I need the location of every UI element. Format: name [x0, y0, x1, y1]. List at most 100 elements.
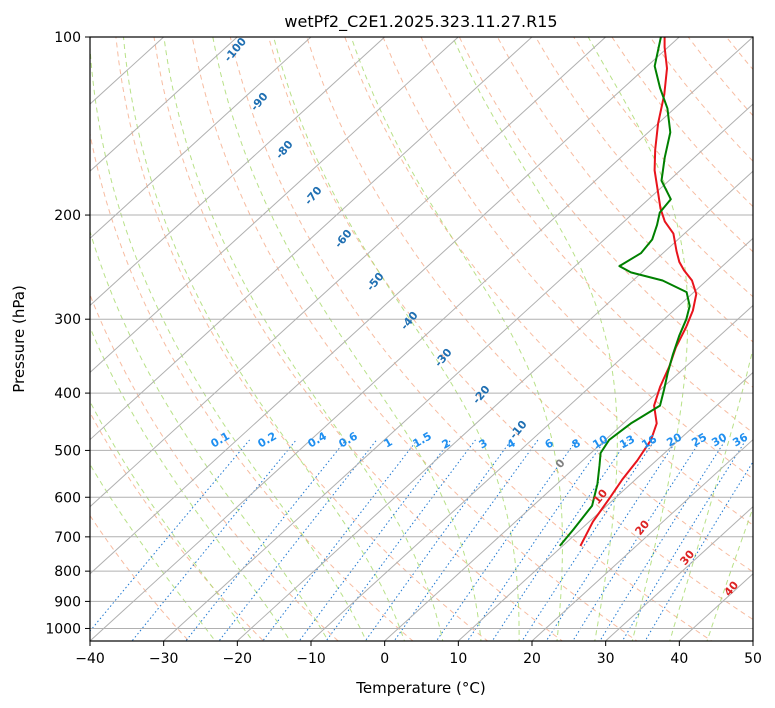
- dry-adiabat: [90, 131, 414, 641]
- y-tick-label: 500: [54, 443, 81, 459]
- dry-adiabat: [458, 37, 753, 388]
- x-tick-label: 50: [744, 651, 762, 667]
- dry-adiabat: [90, 411, 265, 641]
- reference-line-label: 1: [382, 435, 395, 450]
- isotherm: [531, 438, 753, 641]
- moist-adiabat: [123, 37, 406, 641]
- x-tick-label: −30: [149, 651, 179, 667]
- reference-line-label: -70: [302, 184, 325, 208]
- reference-line-label: 0: [553, 456, 568, 470]
- pressure-grid: [90, 37, 753, 629]
- plot-frame: [89, 36, 754, 642]
- dry-adiabat: [268, 37, 753, 621]
- reference-line-label: 0.4: [306, 429, 330, 450]
- y-tick-label: 400: [54, 386, 81, 402]
- dry-adiabat: [382, 37, 753, 480]
- x-tick-label: 10: [449, 651, 467, 667]
- reference-line-label: 13: [617, 433, 637, 452]
- x-tick-label: 40: [670, 651, 688, 667]
- isotherm: [383, 304, 753, 641]
- dry-adiabat: [306, 37, 753, 573]
- isotherm: [90, 37, 238, 172]
- reference-line-label: -60: [332, 227, 355, 251]
- dry-adiabat: [229, 37, 713, 641]
- reference-line-label: -20: [470, 383, 493, 407]
- x-tick-label: −20: [223, 651, 253, 667]
- x-tick-label: 30: [597, 651, 615, 667]
- mixing-ratio-line: [545, 439, 678, 641]
- mixing-ratio-line: [298, 439, 452, 641]
- moist-adiabat: [273, 37, 520, 641]
- y-tick-label: 200: [54, 208, 81, 224]
- y-axis-label: Pressure (hPa): [10, 285, 28, 393]
- dry-adiabat: [115, 37, 489, 641]
- mixing-ratio-line: [262, 439, 418, 641]
- reference-line-label: -90: [248, 90, 271, 114]
- isotherm: [90, 37, 753, 641]
- dewpoint-profile-line: [559, 37, 691, 547]
- y-tick-label: 700: [54, 530, 81, 546]
- moist-adiabat: [90, 463, 216, 641]
- y-tick-label: 300: [54, 312, 81, 328]
- dry-adiabat: [344, 37, 753, 526]
- reference-line-label: 20: [632, 517, 652, 537]
- reference-line-label: 16: [639, 432, 659, 451]
- reference-line-label: -80: [273, 138, 296, 162]
- reference-line-label: 6: [543, 436, 556, 451]
- isotherm: [236, 170, 753, 641]
- dry-adiabat: [765, 37, 775, 653]
- reference-line-label: 25: [689, 431, 709, 450]
- isotherm: [604, 506, 753, 641]
- reference-line-label: 3: [477, 436, 490, 451]
- isotherm: [90, 37, 607, 508]
- reference-line-label: 2: [440, 436, 453, 451]
- x-tick-label: −10: [296, 651, 326, 667]
- dry-adiabat: [726, 37, 753, 71]
- moist-adiabat: [587, 37, 689, 641]
- isotherm: [90, 37, 533, 441]
- mixing-ratio-line: [466, 439, 606, 641]
- reference-line-label: 0.2: [256, 429, 279, 450]
- mixing-ratio-line: [521, 439, 656, 641]
- isotherm: [90, 37, 680, 575]
- chart-title: wetPf2_C2E1.2025.323.11.27.R15: [284, 12, 557, 32]
- isotherm: [90, 37, 459, 374]
- y-tick-label: 900: [54, 594, 81, 610]
- reference-line-label: -100: [221, 35, 249, 65]
- dry-adiabat: [90, 293, 339, 641]
- profile-lines: [559, 37, 698, 547]
- dry-adiabat: [535, 37, 753, 298]
- reference-line-label: 40: [721, 578, 741, 598]
- dry-adiabat: [420, 37, 753, 434]
- reference-line-label: 20: [664, 430, 684, 449]
- x-tick-label: −40: [75, 651, 105, 667]
- dry-adiabat: [573, 37, 753, 253]
- x-tick-label: 0: [380, 651, 389, 667]
- moist-adiabat: [90, 40, 367, 641]
- reference-line-label: 30: [709, 430, 729, 449]
- moist-adiabat: [90, 400, 254, 641]
- mixing-ratio-line: [644, 460, 753, 641]
- reference-line-label: -40: [398, 309, 421, 333]
- y-tick-label: 1000: [45, 621, 81, 637]
- mixing-ratio-line: [572, 439, 702, 641]
- moist-adiabat: [90, 229, 329, 641]
- moist-adiabat: [706, 506, 753, 641]
- mixing-ratio-line: [325, 439, 476, 641]
- reference-line-label: 1.5: [411, 429, 434, 450]
- y-tick-label: 600: [54, 490, 81, 506]
- isotherm: [162, 103, 753, 641]
- isotherm: [90, 37, 312, 239]
- dry-adiabat: [687, 37, 753, 117]
- mixing-ratio-line: [131, 439, 297, 641]
- y-tick-label: 100: [54, 30, 81, 46]
- y-tick-label: 800: [54, 564, 81, 580]
- reference-lines: [90, 37, 775, 653]
- mixing-ratio-line: [621, 439, 747, 641]
- moist-adiabat: [212, 37, 482, 641]
- isotherm: [310, 237, 753, 641]
- isotherm: [90, 37, 386, 307]
- reference-line-label: -30: [432, 346, 455, 370]
